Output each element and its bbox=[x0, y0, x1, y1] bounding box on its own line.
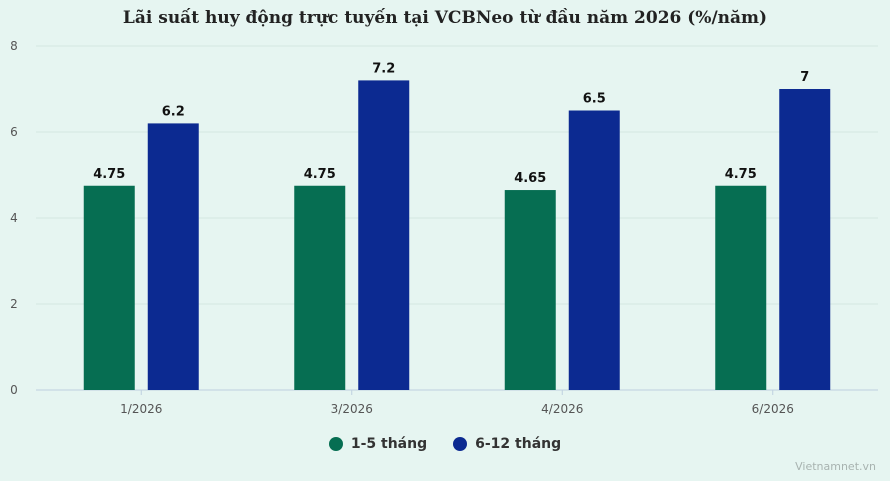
legend-swatch-series-1 bbox=[328, 437, 343, 451]
y-tick-label: 6 bbox=[10, 125, 18, 139]
legend-label-series-2: 6-12 tháng bbox=[475, 436, 562, 452]
data-label: 7 bbox=[800, 70, 809, 85]
data-label: 7.2 bbox=[372, 61, 395, 76]
y-tick-label: 4 bbox=[10, 211, 18, 225]
legend-swatch-series-2 bbox=[453, 437, 468, 451]
bar bbox=[568, 110, 620, 390]
data-label: 4.75 bbox=[725, 167, 757, 182]
bar bbox=[83, 185, 135, 390]
legend-label-series-1: 1-5 tháng bbox=[350, 436, 428, 452]
data-label: 4.75 bbox=[93, 167, 125, 182]
y-tick-label: 0 bbox=[10, 383, 18, 397]
legend-item-series-1[interactable]: 1-5 tháng bbox=[328, 436, 428, 452]
bar bbox=[715, 185, 767, 390]
bar-chart: 0 2 4 6 8 1/2026 4.75 6.2 3/2026 4.75 7.2 4/2026 4.6… bbox=[10, 39, 878, 416]
x-tick-label: 1/2026 bbox=[120, 402, 162, 416]
data-label: 6.5 bbox=[583, 92, 606, 107]
bar bbox=[504, 190, 556, 390]
chart-legend: 1-5 tháng 6-12 tháng bbox=[0, 436, 890, 452]
x-tick-label: 4/2026 bbox=[541, 402, 583, 416]
watermark: Vietnamnet.vn bbox=[795, 460, 876, 473]
x-tick-label: 3/2026 bbox=[331, 402, 373, 416]
legend-item-series-2[interactable]: 6-12 tháng bbox=[453, 436, 561, 452]
bar bbox=[779, 89, 831, 390]
data-label: 4.75 bbox=[304, 167, 336, 182]
chart-title: Lãi suất huy động trực tuyến tại VCBNeo … bbox=[122, 8, 768, 28]
data-label: 4.65 bbox=[514, 171, 546, 186]
data-label: 6.2 bbox=[162, 104, 185, 119]
y-tick-label: 8 bbox=[10, 39, 18, 53]
x-tick-label: 6/2026 bbox=[752, 402, 794, 416]
bar bbox=[147, 123, 199, 391]
y-tick-label: 2 bbox=[10, 297, 18, 311]
bar bbox=[294, 185, 346, 390]
bar bbox=[358, 80, 410, 391]
